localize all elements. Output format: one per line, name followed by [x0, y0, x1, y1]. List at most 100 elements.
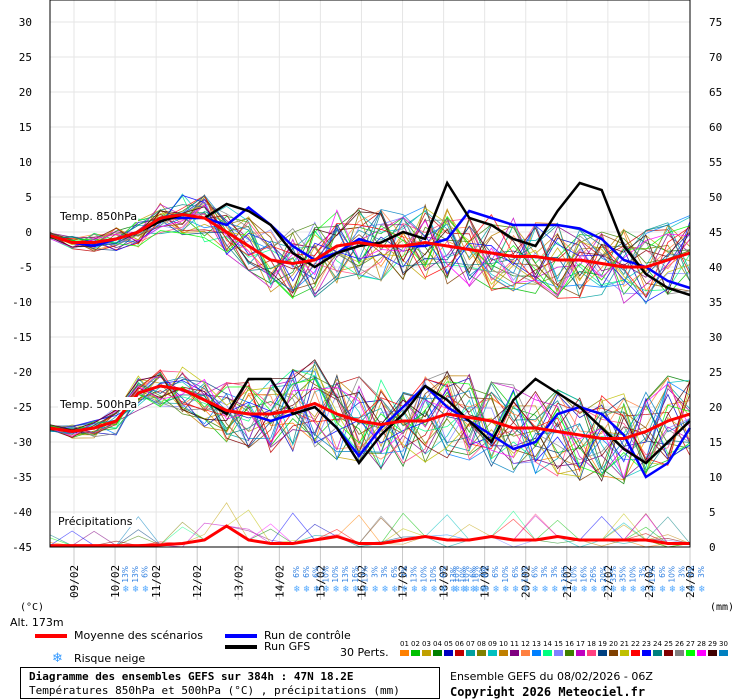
snow-risk-value: 16%: [351, 566, 360, 583]
x-tick-label: 18/02: [438, 565, 451, 598]
pert-swatch: [444, 650, 453, 656]
snow-risk-value: 6%: [511, 566, 520, 578]
right-tick-label: 70: [709, 51, 722, 64]
snowflake-icon: ❄: [454, 584, 461, 595]
snowflake-icon: ❄: [483, 584, 490, 595]
right-tick-label: 25: [709, 366, 722, 379]
right-tick-label: 50: [709, 191, 722, 204]
left-tick-label: -5: [19, 261, 32, 274]
snow-risk-value: 13%: [341, 566, 350, 583]
snowflake-icon: ❄: [591, 584, 598, 595]
right-tick-label: 10: [709, 471, 722, 484]
ensemble-member-lines: [49, 193, 691, 548]
pert-swatch: [554, 650, 563, 656]
snowflake-icon: ❄: [503, 584, 510, 595]
pert-number: 17: [576, 640, 585, 648]
snowflake-icon: ❄: [461, 584, 468, 595]
x-tick-label: 20/02: [520, 565, 533, 598]
snowflake-icon: ❄: [470, 584, 477, 595]
pert-number: 12: [521, 640, 530, 648]
snowflake-icon: ❄: [333, 584, 340, 595]
snowflake-icon: ❄: [402, 584, 409, 595]
pert-number: 05: [444, 640, 453, 648]
left-tick-label: 10: [19, 156, 32, 169]
snow-risk-value: 13%: [361, 566, 370, 583]
snowflake-icon: ❄: [314, 584, 321, 595]
legend-mean: Moyenne des scénarios: [74, 629, 203, 642]
snow-risk-row: 13%❄13%❄6%❄6%❄6%❄6%❄10%❄10%❄13%❄16%❄13%❄…: [121, 566, 706, 595]
left-tick-label: 20: [19, 86, 32, 99]
snowflake-icon: ❄: [123, 584, 130, 595]
control-swatch: [225, 634, 257, 638]
snow-risk-value: 10%: [560, 566, 569, 583]
x-tick-label: 14/02: [273, 565, 286, 598]
left-tick-label: -15: [12, 331, 32, 344]
main-series-lines: [49, 180, 692, 548]
right-tick-label: 15: [709, 436, 722, 449]
pert-number: 18: [587, 640, 596, 648]
pert-number: 10: [499, 640, 508, 648]
left-tick-label: -25: [12, 401, 32, 414]
pert-number: 08: [477, 640, 486, 648]
left-tick-label: 25: [19, 51, 32, 64]
gfs-swatch: [225, 645, 257, 649]
pert-swatch: [598, 650, 607, 656]
member-t500-line: [49, 378, 691, 476]
legend-perts: 30 Perts.: [340, 646, 389, 659]
snow-risk-value: 3%: [677, 566, 686, 578]
pert-number: 25: [664, 640, 673, 648]
pert-swatch: [719, 650, 728, 656]
left-tick-label: 15: [19, 121, 32, 134]
snowflake-icon: ❄: [532, 584, 539, 595]
pert-swatch: [477, 650, 486, 656]
snow-risk-value: 3%: [550, 566, 559, 578]
snow-risk-value: 3%: [687, 566, 696, 578]
legend-snow: Risque neige: [74, 652, 146, 665]
pert-number: 30: [719, 640, 728, 648]
snow-risk-value: 3%: [370, 566, 379, 578]
right-tick-label: 60: [709, 121, 722, 134]
pert-swatch: [422, 650, 431, 656]
snowflake-icon: ❄: [133, 584, 140, 595]
snow-risk-value: 13%: [521, 566, 530, 583]
snowflake-icon: ❄: [670, 584, 677, 595]
right-tick-label: 5: [709, 506, 716, 519]
left-tick-label: 5: [25, 191, 32, 204]
pert-number: 06: [455, 640, 464, 648]
altitude-label: Alt. 173m: [10, 616, 64, 629]
section-label-t850: Temp. 850hPa: [59, 210, 137, 223]
snow-risk-value: 6%: [439, 566, 448, 578]
pert-swatch: [576, 650, 585, 656]
snowflake-icon: ❄: [562, 584, 569, 595]
pert-swatch: [466, 650, 475, 656]
pert-number: 15: [554, 640, 563, 648]
x-tick-label: 16/02: [355, 565, 368, 598]
mean-swatch: [35, 634, 67, 638]
pert-number: 20: [609, 640, 618, 648]
pert-number: 16: [565, 640, 574, 648]
ensemble-chart: 302520151050-5-10-15-20-25-30-35-40-4575…: [12, 0, 734, 613]
pert-swatch: [664, 650, 673, 656]
pert-swatch: [697, 650, 706, 656]
pert-number: 19: [598, 640, 607, 648]
right-tick-label: 35: [709, 296, 722, 309]
pert-swatch: [642, 650, 651, 656]
snow-risk-value: 13%: [131, 566, 140, 583]
snow-risk-value: 3%: [638, 566, 647, 578]
snowflake-icon: ❄: [421, 584, 428, 595]
title-box: Diagramme des ensembles GEFS sur 384h : …: [20, 667, 440, 699]
x-tick-label: 24/02: [684, 565, 697, 598]
snowflake-icon: ❄: [372, 584, 379, 595]
pert-swatch: [510, 650, 519, 656]
pert-swatch: [433, 650, 442, 656]
pert-swatch: [631, 650, 640, 656]
snowflake-icon: ❄: [294, 584, 301, 595]
snow-risk-value: 6%: [141, 566, 150, 578]
x-tick-label: 11/02: [150, 565, 163, 598]
left-tick-label: -35: [12, 471, 32, 484]
right-tick-label: 45: [709, 226, 722, 239]
section-label-t500: Temp. 500hPa: [59, 398, 137, 411]
snowflake-icon: ❄: [382, 584, 389, 595]
snow-risk-value: 10%: [419, 566, 428, 583]
snow-risk-value: 10%: [429, 566, 438, 583]
